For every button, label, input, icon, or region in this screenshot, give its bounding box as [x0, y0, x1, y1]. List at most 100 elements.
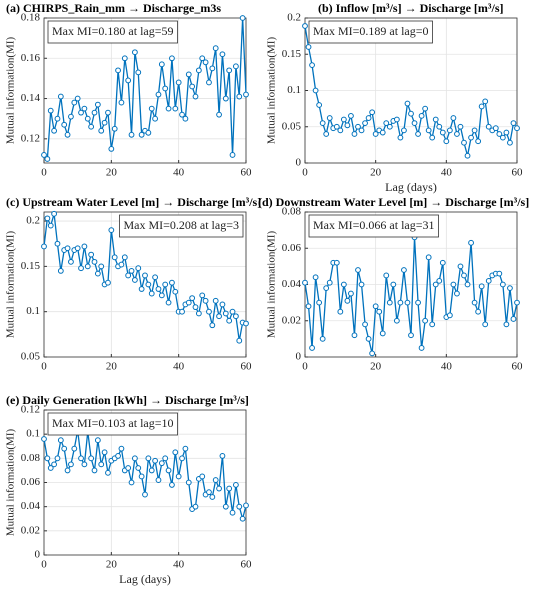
data-point: [233, 482, 239, 488]
data-point: [358, 281, 365, 288]
x-tick-label: 0: [302, 167, 308, 179]
data-point: [340, 116, 347, 123]
y-tick-label: 0.16: [21, 52, 41, 64]
x-tick-label: 20: [106, 361, 118, 373]
data-point: [125, 77, 132, 84]
data-point: [333, 259, 340, 266]
data-point: [446, 312, 453, 319]
data-point: [236, 337, 243, 344]
data-point: [450, 281, 457, 288]
data-point: [128, 479, 135, 486]
data-point: [362, 120, 368, 127]
y-tick-label: 0: [296, 351, 302, 363]
data-point: [485, 123, 492, 130]
data-point: [68, 113, 74, 120]
y-axis-label: Mutual information(MI): [266, 37, 278, 145]
annotation: Max MI=0.208 at lag=3: [119, 214, 244, 238]
data-point: [74, 245, 81, 252]
data-point: [172, 288, 179, 295]
data-point: [482, 321, 489, 328]
data-point: [142, 272, 148, 279]
data-point: [362, 321, 368, 328]
data-point: [443, 138, 450, 145]
data-point: [162, 455, 169, 462]
data-point: [165, 467, 172, 474]
data-point: [461, 139, 467, 146]
data-point: [64, 467, 71, 474]
data-point: [158, 460, 165, 467]
data-point: [179, 111, 185, 118]
y-tick-label: 0.1: [26, 305, 40, 317]
data-point: [51, 127, 57, 134]
data-point: [98, 127, 105, 134]
annotation: Max MI=0.180 at lag=59: [47, 20, 178, 44]
data-point: [436, 123, 443, 130]
data-point: [351, 332, 358, 339]
data-point: [229, 152, 236, 158]
data-point: [355, 267, 361, 273]
data-point: [319, 120, 326, 127]
data-point: [206, 79, 212, 86]
data-point: [78, 455, 84, 462]
data-point: [309, 62, 315, 69]
data-point: [182, 115, 189, 122]
data-point: [468, 134, 474, 141]
data-point: [212, 297, 219, 304]
annotation-box: [119, 214, 244, 238]
data-point: [243, 502, 249, 509]
y-tick-label: 0.1: [287, 84, 301, 96]
data-point: [128, 131, 135, 138]
data-point: [337, 127, 344, 134]
data-point: [192, 93, 199, 100]
data-point: [108, 227, 115, 234]
data-point: [236, 93, 243, 100]
data-point: [239, 15, 246, 21]
data-point: [47, 107, 54, 114]
data-point: [209, 65, 216, 72]
data-point: [478, 103, 485, 110]
data-point: [51, 210, 57, 217]
data-point: [422, 105, 429, 112]
data-point: [397, 134, 404, 141]
data-point: [98, 461, 105, 468]
data-point: [439, 259, 446, 266]
data-point: [376, 308, 383, 315]
data-point: [390, 281, 397, 288]
data-point: [185, 299, 192, 306]
y-tick-label: 0.12: [21, 132, 40, 144]
data-point: [415, 299, 421, 306]
data-point: [57, 437, 64, 444]
chart-title: (b) Inflow [m³/s] → Discharge [m³/s]: [318, 1, 504, 15]
data-point: [236, 503, 243, 510]
data-point: [239, 515, 246, 522]
data-point: [209, 322, 216, 329]
data-point: [101, 119, 108, 126]
data-point: [138, 473, 145, 480]
data-point: [340, 281, 347, 288]
data-point: [372, 131, 379, 137]
data-point: [88, 251, 95, 258]
data-point: [145, 455, 152, 462]
data-point: [309, 345, 315, 351]
data-point: [179, 308, 185, 315]
y-tick-label: 0.15: [282, 48, 302, 60]
data-point: [344, 297, 351, 304]
data-point: [148, 467, 155, 474]
data-point: [216, 485, 222, 492]
data-point: [115, 67, 121, 74]
data-point: [44, 156, 51, 162]
x-tick-label: 20: [106, 167, 118, 179]
data-point: [175, 473, 182, 480]
data-point: [94, 101, 101, 108]
data-point: [404, 100, 411, 107]
x-tick-label: 40: [173, 559, 185, 571]
chart-title: (d) Downstream Water Level [m] → Dischar…: [258, 195, 529, 209]
data-point: [485, 277, 492, 284]
annotation-text: Max MI=0.208 at lag=3: [123, 218, 239, 232]
y-axis-label: Mutual information(MI): [266, 231, 278, 339]
data-point: [243, 320, 249, 327]
data-point: [422, 317, 429, 324]
data-point: [199, 55, 206, 62]
data-point: [41, 243, 47, 250]
data-point: [418, 112, 425, 119]
